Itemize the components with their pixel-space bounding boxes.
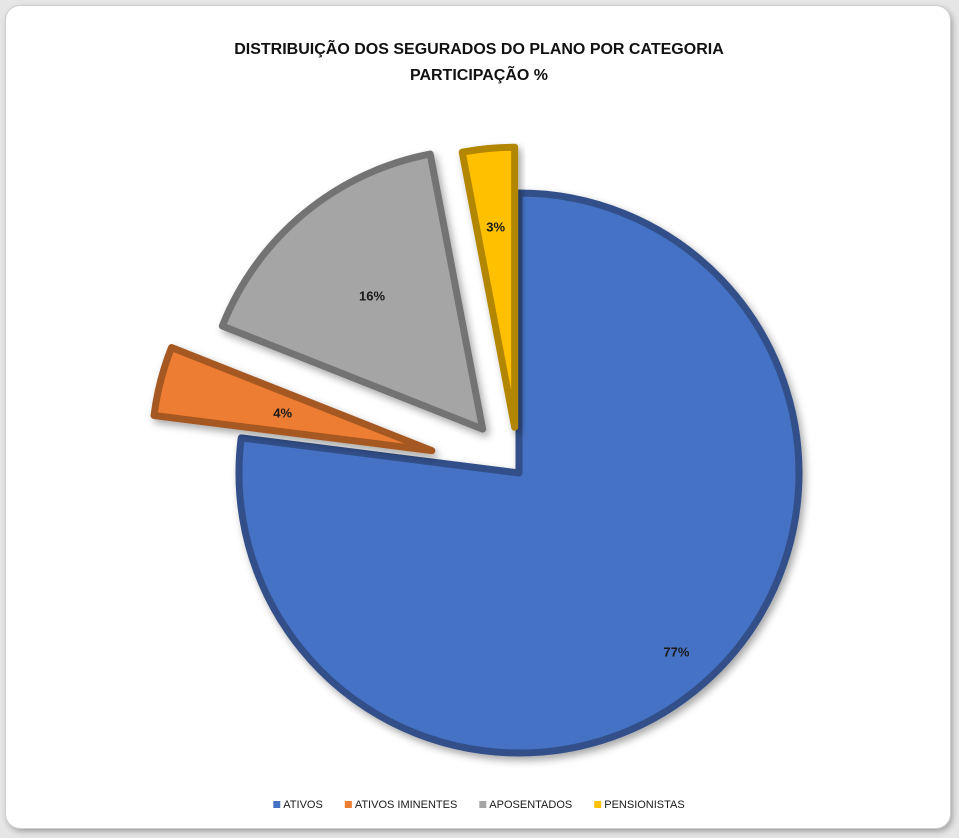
data-label-pensionistas: 3%	[486, 219, 505, 234]
legend-label-ativos: ATIVOS	[283, 799, 323, 811]
pie-slice-aposentados	[218, 150, 487, 433]
legend-label-aposentados: APOSENTADOS	[489, 799, 572, 811]
data-label-ativos-iminentes: 4%	[273, 405, 292, 420]
chart-subtitle: PARTICIPAÇÃO %	[410, 64, 548, 84]
legend: ATIVOS ATIVOS IMINENTES APOSENTADOS PENSION…	[273, 799, 685, 811]
pie-slice-pensionistas	[458, 143, 519, 431]
legend-swatch-pensionistas	[594, 801, 602, 808]
pie-slice-ativos-iminentes	[150, 344, 436, 455]
legend-item-aposentados: APOSENTADOS	[479, 799, 572, 811]
legend-item-ativos: ATIVOS	[273, 799, 323, 811]
pie-slice-ativos	[235, 189, 803, 757]
legend-swatch-ativos	[273, 801, 281, 808]
legend-label-pensionistas: PENSIONISTAS	[604, 799, 684, 811]
legend-label-ativos-iminentes: ATIVOS IMINENTES	[355, 799, 457, 811]
data-label-ativos: 77%	[663, 645, 689, 660]
pie-data-labels: 77% 4% 16% 3%	[273, 219, 690, 659]
data-label-aposentados: 16%	[359, 288, 385, 303]
legend-swatch-ativos-iminentes	[344, 801, 352, 808]
legend-item-pensionistas: PENSIONISTAS	[594, 799, 685, 811]
pie-slices	[150, 143, 803, 757]
legend-item-ativos-iminentes: ATIVOS IMINENTES	[344, 799, 457, 811]
chart-title: DISTRIBUIÇÃO DOS SEGURADOS DO PLANO POR …	[234, 38, 724, 58]
legend-swatch-aposentados	[479, 801, 487, 808]
